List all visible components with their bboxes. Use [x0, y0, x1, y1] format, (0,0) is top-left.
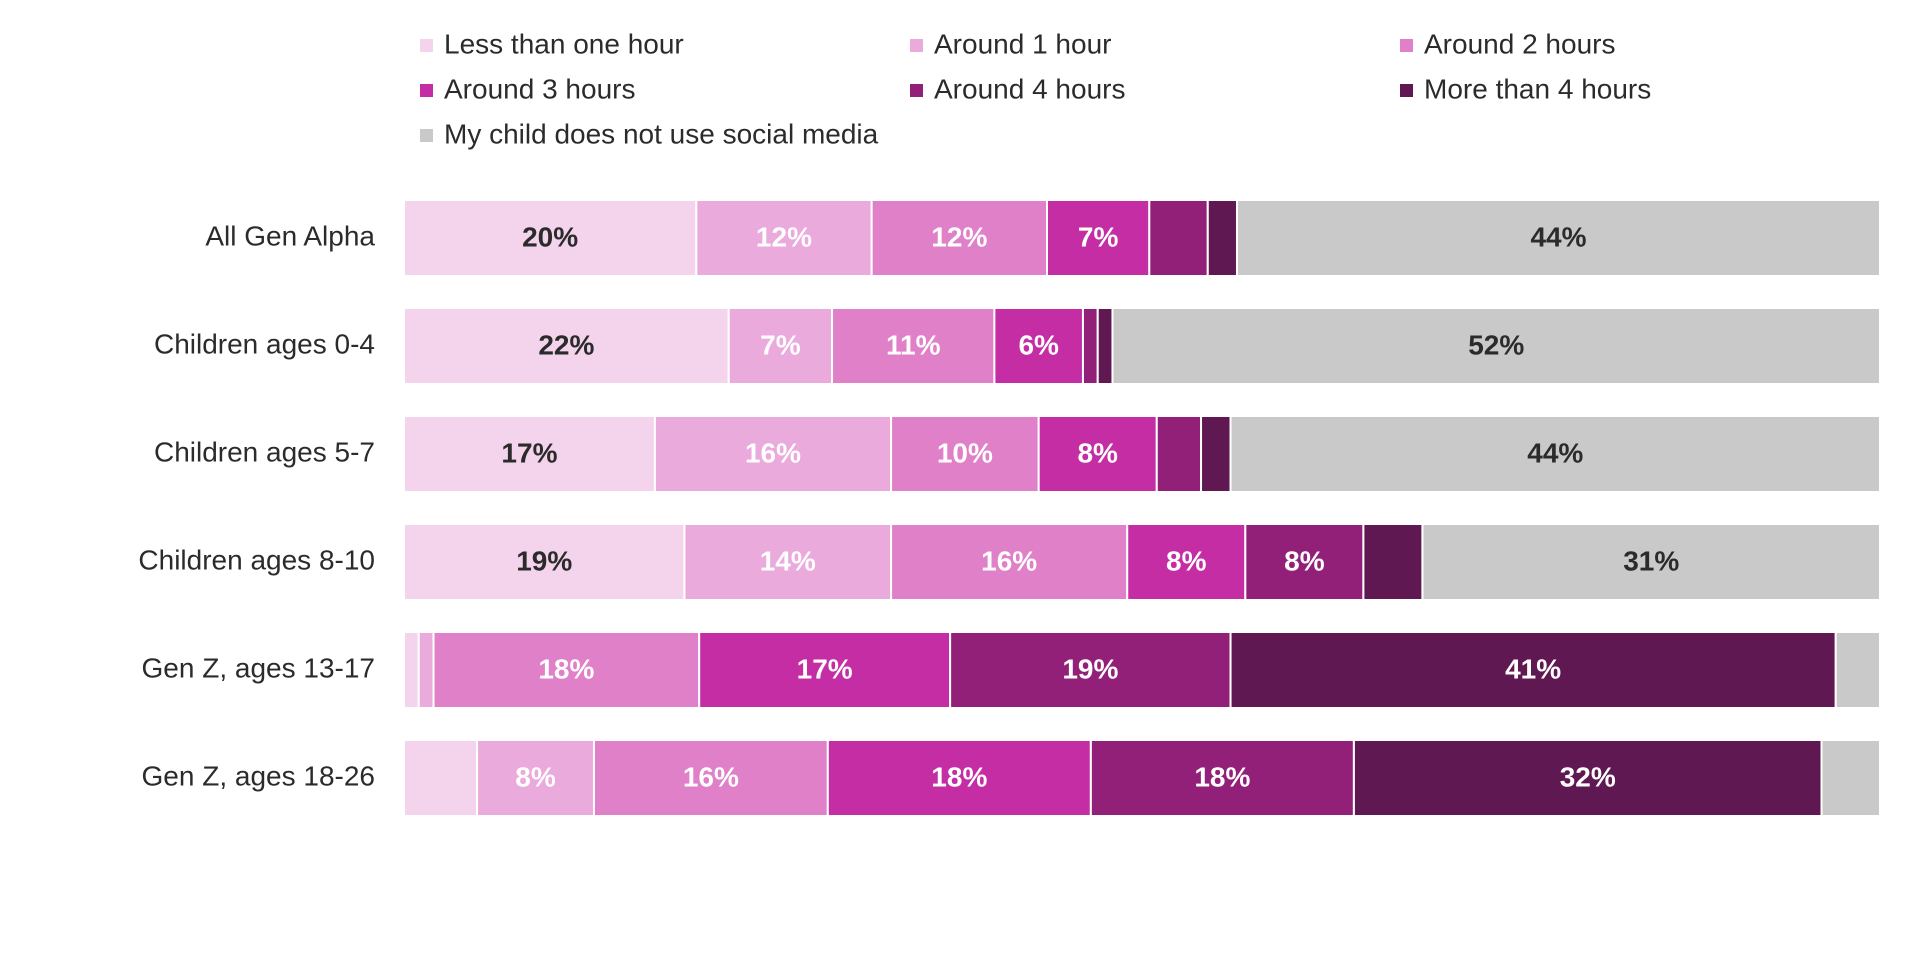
legend-swatch-more-than-4-hours: [1400, 84, 1413, 97]
data-label-children-ages-5-7-around-2-hours: 10%: [937, 437, 993, 468]
bar-segment-all-gen-alpha-around-1-hour: [695, 199, 873, 277]
bar-segment-gen-z-ages-13-17-my-child-does-not-use-social-media: [1834, 631, 1881, 709]
row-label-gen-z-ages-18-26: Gen Z, ages 18-26: [142, 760, 375, 791]
legend-swatch-less-than-one-hour: [420, 39, 433, 52]
bar-segment-gen-z-ages-18-26-less-than-one-hour: [403, 739, 479, 817]
data-label-children-ages-8-10-around-2-hours: 16%: [981, 545, 1037, 576]
legend-swatch-around-4-hours: [910, 84, 923, 97]
data-label-children-ages-8-10-my-child-does-not-use-social-media: 31%: [1623, 545, 1679, 576]
bar-segment-children-ages-8-10-more-than-4-hours: [1362, 523, 1424, 601]
data-label-children-ages-5-7-around-1-hour: 16%: [745, 437, 801, 468]
bar-segment-children-ages-0-4-more-than-4-hours: [1096, 307, 1114, 385]
bars: 20% 12% 12% 7% 44% 22% 7% 11% 6% 52% 17% 16% 10% 8% 44…: [403, 199, 1882, 817]
data-label-gen-z-ages-13-17-around-3-hours: 17%: [797, 653, 853, 684]
bar-segment-children-ages-5-7-around-2-hours: [890, 415, 1040, 493]
data-label-all-gen-alpha-my-child-does-not-use-social-media: 44%: [1530, 221, 1586, 252]
bar-segment-gen-z-ages-13-17-around-1-hour: [417, 631, 435, 709]
legend-label-around-3-hours: Around 3 hours: [444, 73, 635, 104]
legend-label-more-than-4-hours: More than 4 hours: [1424, 73, 1651, 104]
row-label-children-ages-5-7: Children ages 5-7: [154, 436, 375, 467]
data-label-gen-z-ages-13-17-more-than-4-hours: 41%: [1505, 653, 1561, 684]
bar-segment-all-gen-alpha-less-than-one-hour: [403, 199, 698, 277]
bar-segment-children-ages-5-7-around-3-hours: [1037, 415, 1158, 493]
data-label-children-ages-0-4-less-than-one-hour: 22%: [538, 329, 594, 360]
data-label-children-ages-0-4-my-child-does-not-use-social-media: 52%: [1468, 329, 1524, 360]
data-label-all-gen-alpha-around-2-hours: 12%: [931, 221, 987, 252]
bar-segment-children-ages-0-4-around-2-hours: [831, 307, 996, 385]
data-label-gen-z-ages-18-26-around-3-hours: 18%: [931, 761, 987, 792]
row-label-all-gen-alpha: All Gen Alpha: [205, 220, 375, 251]
bar-segment-children-ages-5-7-around-1-hour: [653, 415, 893, 493]
data-label-children-ages-0-4-around-2-hours: 11%: [886, 329, 941, 360]
bar-segment-children-ages-0-4-around-1-hour: [727, 307, 834, 385]
legend-label-my-child-does-not-use-social-media: My child does not use social media: [444, 118, 879, 149]
row-label-children-ages-8-10: Children ages 8-10: [138, 544, 375, 575]
bar-segment-all-gen-alpha-around-2-hours: [870, 199, 1049, 277]
data-label-children-ages-8-10-around-4-hours: 8%: [1284, 545, 1325, 576]
bar-segment-children-ages-5-7-my-child-does-not-use-social-media: [1229, 415, 1882, 493]
bar-segment-children-ages-0-4-my-child-does-not-use-social-media: [1111, 307, 1881, 385]
data-label-children-ages-0-4-around-1-hour: 7%: [760, 329, 801, 360]
row-labels: All Gen Alpha Children ages 0-4 Children a…: [138, 220, 375, 791]
bar-segment-children-ages-8-10-around-2-hours: [890, 523, 1129, 601]
data-label-gen-z-ages-13-17-around-4-hours: 19%: [1062, 653, 1118, 684]
bar-segment-children-ages-0-4-less-than-one-hour: [403, 307, 730, 385]
legend-label-around-2-hours: Around 2 hours: [1424, 28, 1615, 59]
data-label-all-gen-alpha-less-than-one-hour: 20%: [522, 221, 578, 252]
bar-segment-children-ages-8-10-around-1-hour: [683, 523, 893, 601]
bar-segment-all-gen-alpha-more-than-4-hours: [1206, 199, 1238, 277]
bar-segment-gen-z-ages-13-17-around-2-hours: [432, 631, 701, 709]
data-label-children-ages-0-4-around-3-hours: 6%: [1018, 329, 1059, 360]
bar-segment-children-ages-5-7-around-4-hours: [1155, 415, 1203, 493]
data-label-gen-z-ages-18-26-around-4-hours: 18%: [1194, 761, 1250, 792]
legend-swatch-around-2-hours: [1400, 39, 1413, 52]
bar-segment-all-gen-alpha-my-child-does-not-use-social-media: [1235, 199, 1881, 277]
bar-segment-gen-z-ages-13-17-around-3-hours: [698, 631, 952, 709]
data-label-gen-z-ages-13-17-around-2-hours: 18%: [538, 653, 594, 684]
legend-swatch-around-1-hour: [910, 39, 923, 52]
bar-segment-children-ages-8-10-around-4-hours: [1244, 523, 1365, 601]
bar-segment-children-ages-0-4-around-3-hours: [993, 307, 1084, 385]
bar-segment-children-ages-8-10-my-child-does-not-use-social-media: [1421, 523, 1881, 601]
data-label-children-ages-5-7-around-3-hours: 8%: [1077, 437, 1118, 468]
legend-swatch-my-child-does-not-use-social-media: [420, 129, 433, 142]
bar-segment-gen-z-ages-18-26-around-4-hours: [1089, 739, 1355, 817]
data-label-children-ages-8-10-around-3-hours: 8%: [1166, 545, 1207, 576]
bar-segment-children-ages-5-7-more-than-4-hours: [1200, 415, 1232, 493]
data-label-gen-z-ages-18-26-around-2-hours: 16%: [683, 761, 739, 792]
bar-segment-children-ages-8-10-less-than-one-hour: [403, 523, 686, 601]
bar-segment-children-ages-0-4-around-4-hours: [1081, 307, 1099, 385]
data-label-children-ages-5-7-less-than-one-hour: 17%: [501, 437, 557, 468]
bar-segment-gen-z-ages-18-26-around-2-hours: [592, 739, 829, 817]
legend: Less than one hour Around 1 hour Around 2 …: [420, 28, 1651, 149]
row-label-gen-z-ages-13-17: Gen Z, ages 13-17: [142, 652, 375, 683]
legend-label-less-than-one-hour: Less than one hour: [444, 28, 684, 59]
data-label-gen-z-ages-18-26-around-1-hour: 8%: [515, 761, 556, 792]
bar-segment-gen-z-ages-13-17-more-than-4-hours: [1229, 631, 1837, 709]
legend-swatch-around-3-hours: [420, 84, 433, 97]
bar-segment-gen-z-ages-18-26-my-child-does-not-use-social-media: [1820, 739, 1881, 817]
row-label-children-ages-0-4: Children ages 0-4: [154, 328, 375, 359]
legend-label-around-1-hour: Around 1 hour: [934, 28, 1111, 59]
data-label-all-gen-alpha-around-1-hour: 12%: [756, 221, 812, 252]
legend-label-around-4-hours: Around 4 hours: [934, 73, 1125, 104]
data-label-children-ages-5-7-my-child-does-not-use-social-media: 44%: [1527, 437, 1583, 468]
bar-segment-gen-z-ages-13-17-less-than-one-hour: [403, 631, 420, 709]
data-label-children-ages-8-10-around-1-hour: 14%: [760, 545, 816, 576]
bar-segment-all-gen-alpha-around-4-hours: [1148, 199, 1209, 277]
bar-segment-children-ages-8-10-around-3-hours: [1126, 523, 1247, 601]
bar-segment-gen-z-ages-18-26-around-3-hours: [826, 739, 1092, 817]
data-label-all-gen-alpha-around-3-hours: 7%: [1078, 221, 1119, 252]
data-label-children-ages-8-10-less-than-one-hour: 19%: [516, 545, 572, 576]
data-label-gen-z-ages-18-26-more-than-4-hours: 32%: [1560, 761, 1616, 792]
